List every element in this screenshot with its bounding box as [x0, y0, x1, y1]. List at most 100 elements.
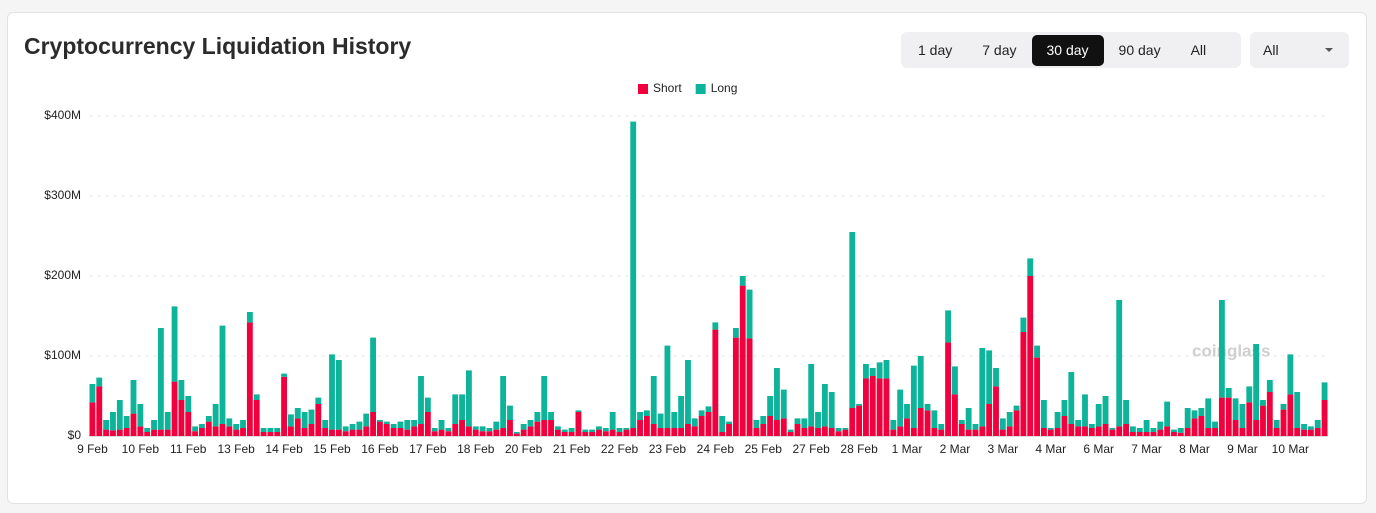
bar-segment: [1109, 429, 1116, 436]
bar-segment: [1205, 398, 1212, 428]
bar-segment: [917, 408, 924, 436]
bar-segment: [746, 338, 753, 436]
bar-segment: [294, 418, 301, 436]
bar-segment: [1102, 424, 1109, 436]
bar-segment: [390, 428, 397, 436]
bar-segment: [1088, 424, 1095, 428]
bar-segment: [219, 424, 226, 436]
bar-segment: [288, 426, 294, 436]
bar-segment: [212, 404, 219, 427]
bar-segment: [979, 426, 986, 436]
bar-segment: [890, 420, 897, 430]
bar-segment: [1280, 409, 1287, 436]
bar-segment: [1068, 372, 1075, 424]
bar-segment: [664, 345, 671, 428]
bar-segment: [952, 366, 958, 395]
bar-segment: [281, 373, 288, 377]
bar-segment: [575, 410, 582, 412]
bar-segment: [513, 433, 520, 436]
bar-segment: [945, 342, 952, 436]
range-button[interactable]: 7 day: [982, 41, 1017, 58]
bar-segment: [821, 384, 828, 427]
x-tick-label: 28 Feb: [840, 442, 878, 456]
bar-segment: [815, 412, 821, 428]
bar-segment: [151, 429, 157, 436]
x-tick-label: 17 Feb: [409, 442, 447, 456]
bar-segment: [363, 413, 370, 427]
bar-segment: [527, 420, 534, 427]
bar-segment: [993, 368, 999, 387]
bar-segment: [1246, 402, 1253, 436]
legend-label: Long: [711, 81, 738, 95]
bar-segment: [226, 426, 233, 436]
bar-segment: [1027, 276, 1034, 436]
bar-segment: [1047, 428, 1054, 430]
x-tick-label: 7 Mar: [1131, 442, 1162, 456]
bar-segment: [383, 421, 390, 424]
bar-segment: [144, 432, 151, 436]
bar-segment: [828, 392, 835, 428]
bar-segment: [726, 421, 732, 424]
bar-segment: [869, 376, 876, 436]
bar-segment: [1129, 432, 1136, 436]
bar-segment: [1047, 429, 1054, 436]
range-button[interactable]: All: [1190, 41, 1207, 58]
bar-segment: [1006, 426, 1013, 436]
bar-segment: [1260, 405, 1266, 436]
bar-segment: [1191, 410, 1198, 419]
x-tick-label: 25 Feb: [745, 442, 783, 456]
bar-segment: [554, 429, 561, 436]
bar-segment: [89, 384, 96, 403]
bar-segment: [986, 350, 993, 404]
bar-segment: [1232, 420, 1239, 436]
x-tick-label: 23 Feb: [649, 442, 687, 456]
bar-segment: [1164, 401, 1171, 427]
bar-segment: [1321, 382, 1328, 400]
range-button[interactable]: 90 day: [1118, 41, 1161, 58]
bar-segment: [1068, 424, 1075, 436]
bar-segment: [404, 420, 411, 430]
bar-segment: [1307, 429, 1314, 436]
bar-segment: [164, 429, 171, 436]
x-tick-label: 14 Feb: [265, 442, 303, 456]
bar-segment: [890, 429, 897, 436]
bar-segment: [938, 429, 945, 436]
bar-segment: [883, 360, 890, 379]
bar-segment: [945, 310, 952, 343]
bar-segment: [527, 426, 534, 436]
bar-segment: [1177, 428, 1184, 433]
bar-segment: [411, 420, 418, 427]
bar-segment: [904, 418, 910, 436]
bar-segment: [1123, 400, 1129, 424]
filter-dropdown[interactable]: All: [1250, 32, 1349, 68]
range-button[interactable]: 30 day: [1031, 34, 1104, 66]
bar-segment: [178, 380, 185, 400]
bar-segment: [842, 428, 849, 430]
bar-segment: [972, 424, 979, 430]
bar-segment: [568, 432, 575, 436]
bar-segment: [226, 418, 233, 427]
bar-segment: [931, 428, 938, 436]
bar-segment: [137, 404, 144, 427]
bar-segment: [1150, 432, 1157, 436]
bar-segment: [418, 424, 424, 436]
bar-segment: [486, 428, 493, 432]
bar-segment: [1129, 426, 1136, 432]
bar-segment: [1280, 404, 1287, 410]
x-tick-label: 1 Mar: [892, 442, 923, 456]
bar-segment: [171, 306, 178, 382]
bar-segment: [952, 394, 958, 436]
bar-segment: [96, 377, 103, 387]
range-button[interactable]: 1 day: [918, 41, 953, 58]
bar-segment: [1232, 398, 1239, 420]
bar-segment: [917, 356, 924, 408]
bar-segment: [910, 428, 917, 436]
y-tick-label: $300M: [44, 188, 81, 202]
bar-segment: [363, 426, 370, 436]
bar-segment: [1273, 420, 1280, 428]
bar-segment: [616, 432, 623, 436]
bar-segment: [849, 408, 856, 436]
bar-segment: [924, 404, 931, 411]
bar-segment: [1157, 421, 1164, 430]
